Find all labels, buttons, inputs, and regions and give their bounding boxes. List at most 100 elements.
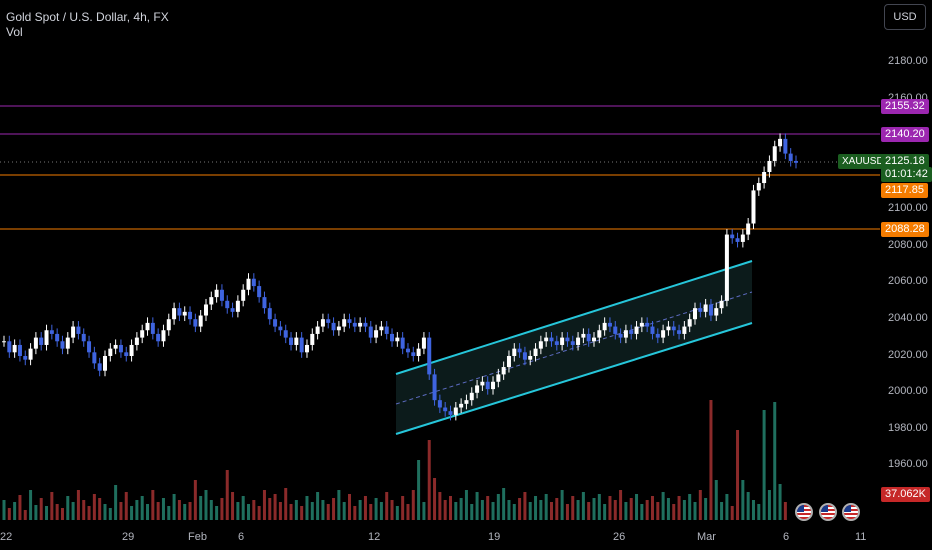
candle (400, 337, 405, 349)
volume-bar (688, 494, 692, 520)
volume-bar (284, 488, 288, 520)
candle (751, 190, 756, 224)
candle (506, 356, 511, 368)
volume-bar (358, 500, 362, 520)
time-tick-label: 29 (122, 531, 135, 543)
volume-bar (411, 490, 415, 520)
volume-bar (257, 506, 261, 520)
candle (368, 326, 373, 338)
price-tick-label: 2000.00 (888, 385, 928, 397)
currency-button[interactable]: USD (884, 4, 926, 30)
volume-bar (767, 490, 771, 520)
volume-indicator-label[interactable]: Vol (6, 25, 23, 39)
candle (576, 337, 581, 345)
symbol-tag: XAUUSD (838, 154, 888, 169)
volume-bar (417, 460, 421, 520)
candle (172, 308, 177, 320)
candle (23, 356, 28, 360)
candle (299, 337, 304, 353)
volume-bar (278, 502, 282, 520)
volume-bar (576, 500, 580, 520)
candle (416, 348, 421, 356)
candle (161, 330, 166, 342)
volume-bar (130, 506, 134, 520)
level-tag-2088: 2088.28 (881, 222, 929, 237)
candle (81, 333, 86, 342)
symbol-title[interactable]: Gold Spot / U.S. Dollar, 4h, FX (6, 10, 169, 24)
us-flag-icon[interactable] (795, 503, 813, 521)
us-flag-icon[interactable] (819, 503, 837, 521)
volume-bar (736, 430, 740, 520)
volume-bar (443, 500, 447, 520)
candle (634, 326, 639, 334)
volume-bar (704, 498, 708, 520)
candle (618, 333, 623, 338)
volume-bar (124, 492, 128, 520)
volume-bar (369, 504, 373, 520)
volume-bar (464, 490, 468, 520)
candle (719, 300, 724, 309)
candle (390, 333, 395, 342)
candle (374, 330, 379, 338)
candle (756, 183, 761, 191)
candle (17, 344, 22, 356)
volume-bar (321, 500, 325, 520)
volume-bar (433, 478, 437, 520)
time-tick-label: 12 (368, 531, 381, 543)
volume-bar (757, 504, 761, 520)
candle (469, 392, 474, 401)
volume-bar (231, 492, 235, 520)
volume-bar (241, 496, 245, 520)
volume-bar (635, 494, 639, 520)
volume-bar (374, 498, 378, 520)
candle (607, 322, 612, 327)
candle (363, 322, 368, 327)
volume-bar (534, 496, 538, 520)
volume-bar (161, 498, 165, 520)
volume-bar (677, 496, 681, 520)
candle (661, 330, 666, 338)
volume-bar (496, 494, 500, 520)
level-tag-2140: 2140.20 (881, 127, 929, 142)
volume-bar (385, 492, 389, 520)
channel-upper-line (395, 260, 753, 375)
volume-bar (613, 500, 617, 520)
volume-bar (225, 470, 229, 520)
candle (230, 308, 235, 312)
volume-bar (741, 480, 745, 520)
candle (198, 315, 203, 327)
volume-bar (50, 492, 54, 520)
time-tick-label: 11 (855, 531, 867, 543)
candle (491, 381, 496, 390)
candle (331, 322, 336, 331)
volume-bar (475, 492, 479, 520)
candle (767, 160, 772, 172)
price-tick-label: 2060.00 (888, 275, 928, 287)
candle (294, 337, 299, 345)
volume-bar (23, 510, 27, 520)
volume-bar (587, 502, 591, 520)
volume-bar (730, 506, 734, 520)
volume-bar (773, 402, 777, 520)
candle (102, 356, 107, 371)
volume-bar (666, 498, 670, 520)
candle (549, 337, 554, 342)
candle (613, 326, 618, 334)
volume-bar (714, 480, 718, 520)
volume-bar (114, 485, 118, 520)
candle (267, 308, 272, 320)
candle (421, 337, 426, 349)
volume-bar (608, 496, 612, 520)
candle (512, 348, 517, 356)
us-flag-icon[interactable] (842, 503, 860, 521)
volume-bar (305, 496, 309, 520)
candle (533, 348, 538, 356)
volume-bar (34, 505, 38, 520)
candle (113, 344, 118, 349)
candle (347, 319, 352, 323)
candle (65, 337, 70, 349)
volume-bar (177, 500, 181, 520)
candle (384, 326, 389, 334)
